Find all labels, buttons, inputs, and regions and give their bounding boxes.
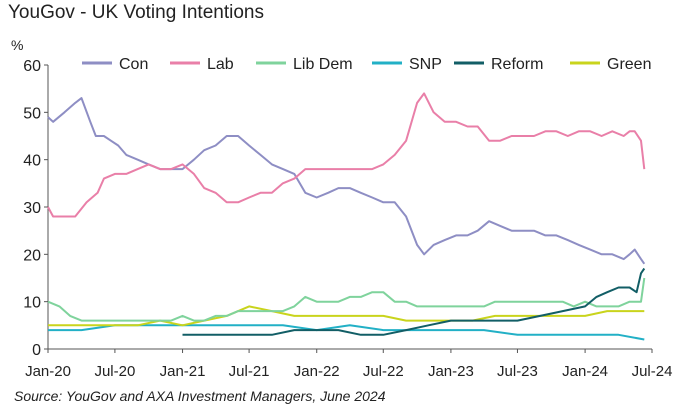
- y-axis-label: %: [11, 37, 23, 53]
- y-tick-label: 50: [23, 105, 41, 122]
- series-line-con: [47, 97, 646, 265]
- legend-label-lab: Lab: [207, 56, 234, 73]
- chart-title: YouGov - UK Voting Intentions: [8, 2, 264, 23]
- x-tick-label: Jan-23: [428, 363, 474, 380]
- legend-label-con: Con: [119, 56, 148, 73]
- x-tick-label: Jan-24: [562, 363, 608, 380]
- y-tick-label: 40: [23, 153, 41, 170]
- y-tick-label: 10: [23, 295, 41, 312]
- x-tick-label: Jul-21: [229, 363, 270, 380]
- x-tick-label: Jul-23: [497, 363, 538, 380]
- y-tick-label: 0: [32, 342, 41, 359]
- y-tick-label: 60: [23, 58, 41, 75]
- x-tick-label: Jul-22: [363, 363, 404, 380]
- x-tick-label: Jan-22: [294, 363, 340, 380]
- x-tick-label: Jan-20: [25, 363, 71, 380]
- y-tick-label: 30: [23, 200, 41, 217]
- series-line-green: [48, 305, 645, 327]
- legend: Con Lab Lib Dem SNP Reform Green: [82, 56, 651, 73]
- legend-label-green: Green: [607, 56, 651, 73]
- legend-label-reform: Reform: [491, 56, 543, 73]
- series-line-reform: [182, 267, 646, 336]
- chart-source-note: Source: YouGov and AXA Investment Manage…: [14, 388, 386, 404]
- series-line-snp: [48, 324, 645, 341]
- y-tick-label: 20: [23, 247, 41, 264]
- legend-label-snp: SNP: [409, 56, 442, 73]
- x-tick-label: Jul-20: [94, 363, 135, 380]
- x-tick-label: Jul-24: [632, 363, 673, 380]
- legend-label-lib-dem: Lib Dem: [293, 56, 353, 73]
- series-line-lib-dem: [47, 277, 646, 322]
- x-tick-label: Jan-21: [160, 363, 206, 380]
- axes: % 0 10 20 30 40 50 60 Jan-20 Jul-20 Jan-21 Jul-21 Ja…: [11, 37, 672, 380]
- series-lines: [47, 92, 646, 341]
- series-line-lab: [47, 92, 646, 218]
